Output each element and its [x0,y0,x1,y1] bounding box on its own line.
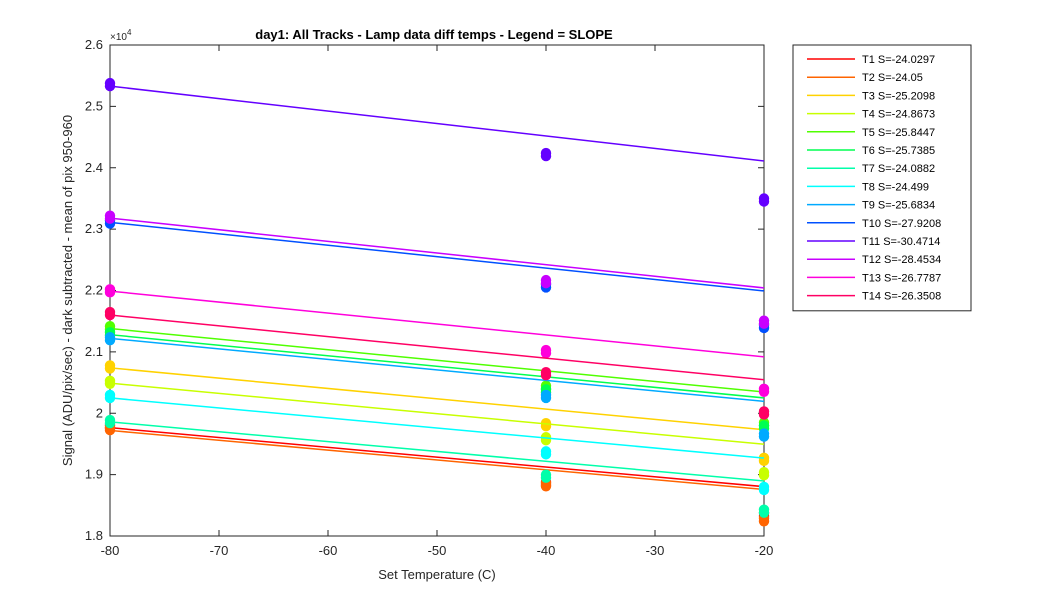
data-point [104,375,116,386]
legend-entry: T5 S=-25.8447 [862,127,935,139]
data-point [758,481,770,493]
data-point [540,344,552,356]
data-point [540,469,552,480]
series-12 [104,210,770,329]
data-point [104,210,116,221]
data-point [758,193,770,204]
y-tick-label: 2.6 [85,37,103,52]
series-fit-line [109,421,765,482]
data-point [540,389,552,401]
x-tick-label: -20 [755,543,774,558]
series-fit-line [109,221,765,292]
data-point [758,428,770,439]
series-fit-line [109,290,765,358]
series-fit-line [109,314,765,381]
series-fit-line [109,382,765,445]
data-point [758,420,770,431]
series-fit-line [109,85,765,162]
legend-entry: T7 S=-24.0882 [862,163,935,175]
series-11 [104,77,770,207]
data-point [104,389,116,401]
legend-box [792,44,972,312]
axes-box [109,44,765,537]
legend-entry: T11 S=-30.4714 [862,236,940,248]
data-point [104,77,116,89]
y-tick-label: 1.9 [85,467,103,482]
data-point [540,147,552,159]
data-point [104,306,116,318]
series-fit-line [109,397,765,459]
series-3 [104,360,770,467]
y-tick-label: 2.4 [85,160,103,175]
data-point [540,446,552,457]
series-fit-line [109,327,765,393]
chart-title: day1: All Tracks - Lamp data diff temps … [255,27,613,42]
series-4 [104,375,770,481]
series-fit-line [109,217,765,289]
data-point [758,315,770,326]
y-tick-label: 2.3 [85,221,103,236]
series-fit-line [109,333,765,399]
series-fit-line [109,337,765,403]
series-14 [104,306,770,420]
legend-entry: T8 S=-24.499 [862,181,929,193]
plot-area: -80 -70 -60 -50 -40 -30 -20 1.8 1.9 2 2.1 2.2 2.3 2.4… [60,28,773,582]
x-tick-label: -70 [210,543,229,558]
legend-entry: T10 S=-27.9208 [862,218,941,230]
series-fit-line [109,426,765,488]
x-tick-label: -60 [319,543,338,558]
data-point [104,284,116,295]
data-point [104,414,116,426]
y-tick-label: 1.8 [85,528,103,543]
x-tick-label: -80 [101,543,120,558]
x-tick-label: -50 [428,543,447,558]
legend: T1 S=-24.0297 T2 S=-24.05 T3 S=-25.2098 T4 … [792,44,972,312]
legend-entry: T13 S=-26.7787 [862,272,941,284]
y-tick-label: 2 [96,405,103,420]
series-fit-line [109,367,765,431]
data-point [104,332,116,343]
legend-entry: T6 S=-25.7385 [862,145,935,157]
legend-entry: T3 S=-25.2098 [862,90,935,102]
series-fit-line [109,429,765,491]
legend-entry: T12 S=-28.4534 [862,254,941,266]
x-tick-label: -30 [646,543,665,558]
legend-entry: T14 S=-26.3508 [862,291,941,303]
y-multiplier-label: ×104 [110,28,132,43]
x-tick-label: -40 [537,543,556,558]
series-9 [104,332,770,442]
series-7 [104,414,770,518]
legend-entry: T4 S=-24.8673 [862,109,935,121]
y-tick-label: 2.2 [85,283,103,298]
data-point [758,383,770,394]
y-tick-label: 2.5 [85,98,103,113]
data-point [758,467,770,478]
legend-entry: T2 S=-24.05 [862,72,923,84]
data-point [758,406,770,417]
series-8 [104,389,770,496]
y-tick-label: 2.1 [85,344,103,359]
legend-entry: T1 S=-24.0297 [862,54,935,66]
x-axis-label: Set Temperature (C) [378,567,496,582]
y-axis-label: Signal (ADU/pix/sec) - dark subtracted -… [60,115,75,466]
data-point [758,504,770,515]
data-point [540,366,552,378]
legend-entry: T9 S=-25.6834 [862,200,935,212]
series-13 [104,284,770,397]
data-point [104,360,116,371]
data-point [540,274,552,286]
